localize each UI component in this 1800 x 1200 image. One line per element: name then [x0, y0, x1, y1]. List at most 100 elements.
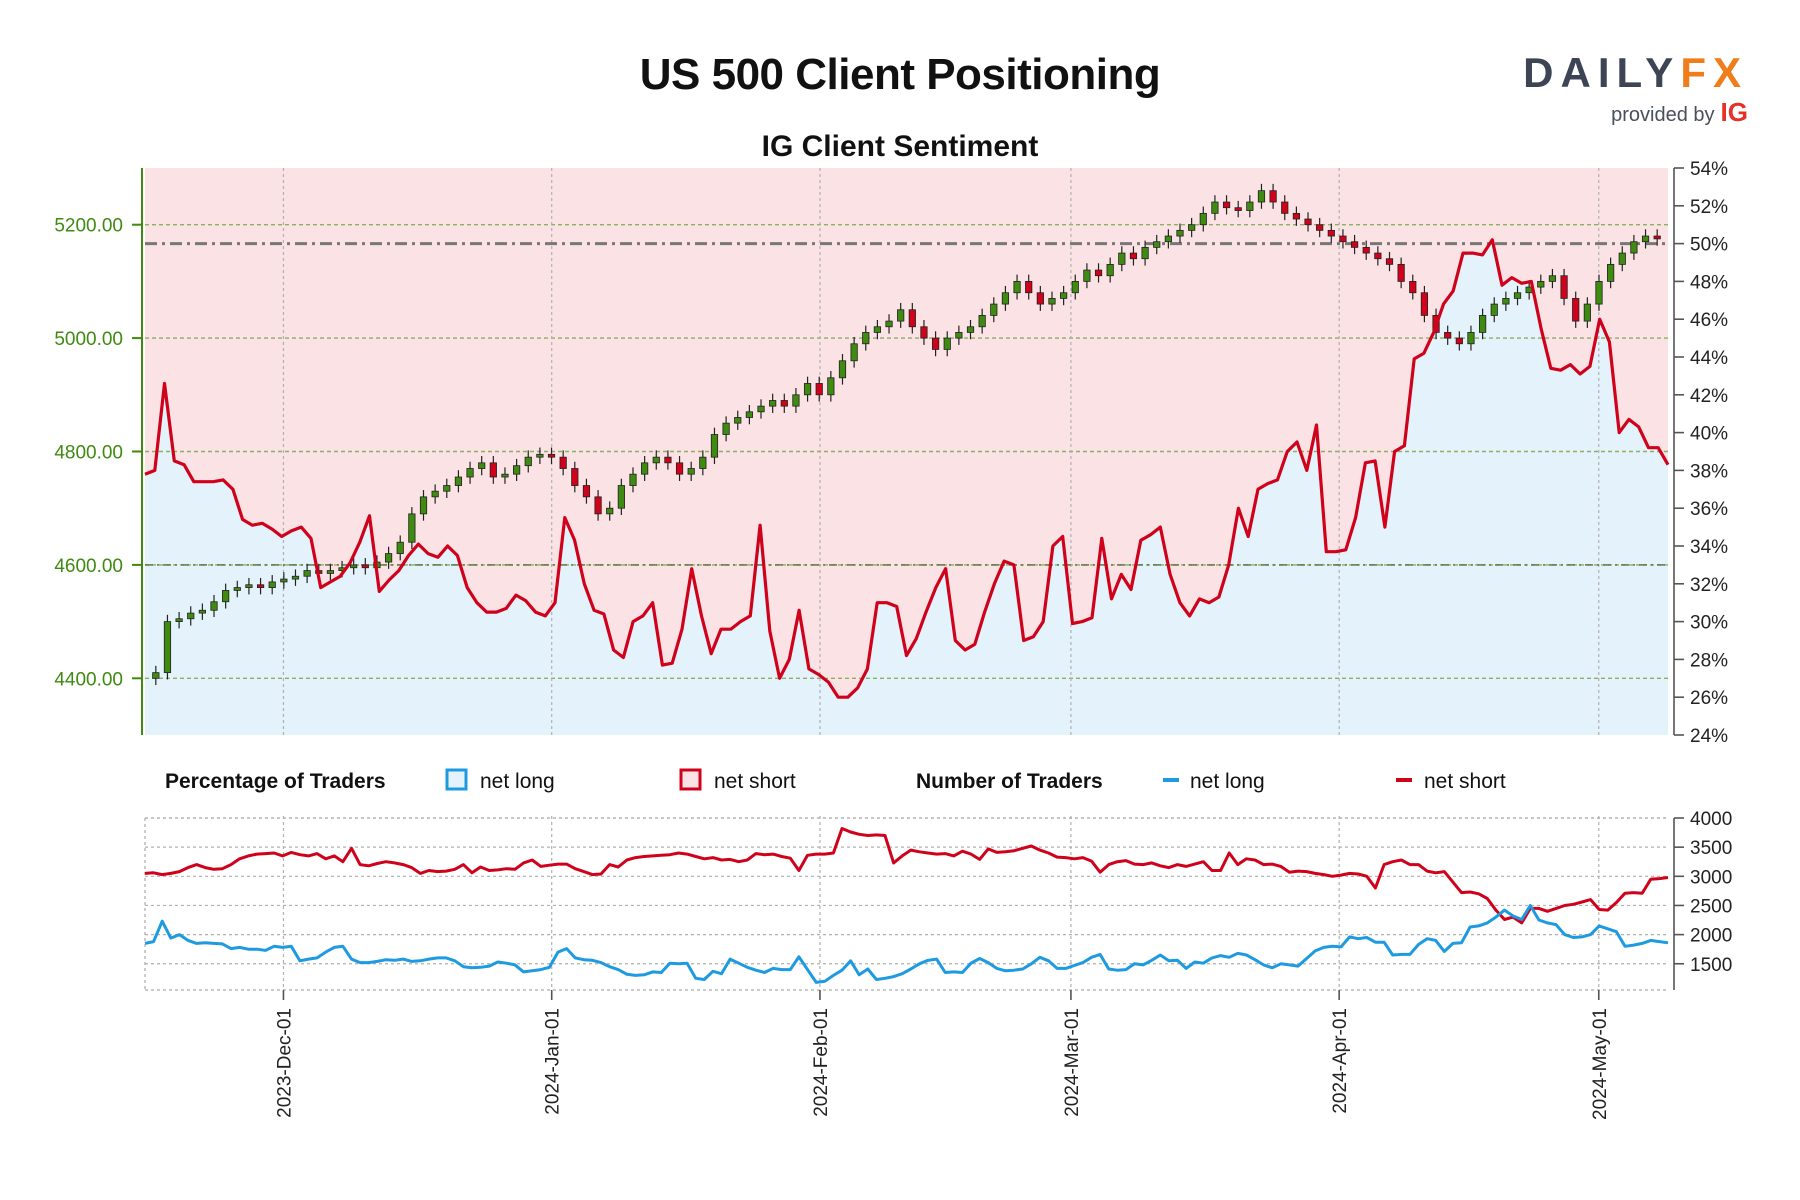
candle-body [862, 332, 870, 345]
candle-body [1350, 241, 1359, 248]
date-tick-label: 2024-Jan-01 [543, 1008, 564, 1115]
logo-fx: FX [1680, 49, 1748, 96]
candle-body [1153, 241, 1161, 248]
candle-body [827, 377, 835, 396]
candle-body [908, 309, 916, 328]
candle-body [1397, 263, 1405, 282]
dailyfx-logo: DAILYFX provided by IG [1523, 50, 1760, 130]
candle-body [326, 570, 334, 574]
candle-body [268, 581, 276, 588]
candle-body [1409, 280, 1417, 294]
candle-body [1222, 201, 1231, 209]
candle-body [1060, 292, 1068, 299]
candle-body [594, 496, 602, 515]
candle-body [699, 456, 707, 469]
candle-body [384, 553, 393, 563]
candle-body [559, 456, 567, 469]
candle-body [722, 422, 730, 435]
candle-body [1188, 224, 1196, 231]
candle-body [1316, 224, 1324, 231]
percent-tick-label: 54% [1690, 159, 1728, 180]
candle-body [955, 332, 963, 339]
candle-body [350, 564, 358, 569]
candle-body [1327, 229, 1335, 237]
candle-body [478, 462, 486, 469]
legend-pct-short-swatch [679, 768, 702, 791]
candle-body [1292, 212, 1300, 220]
logo-provided-by: provided by IG [1611, 99, 1748, 127]
candle-body [803, 383, 812, 396]
candle-body [245, 584, 253, 588]
candle-body [1013, 280, 1021, 294]
candle-body [1385, 258, 1394, 265]
candle-body [1106, 263, 1114, 277]
candle-body [1246, 201, 1254, 211]
candle-body [1048, 298, 1056, 305]
price-tick-label: 4600.00 [54, 556, 123, 577]
legend-pct-short-label: net short [714, 770, 796, 793]
legend-percentage-label: Percentage of Traders [165, 770, 386, 793]
candle-body [1118, 252, 1126, 265]
percent-tick-label: 46% [1690, 310, 1728, 331]
candle-body [734, 417, 742, 424]
candle-body [1479, 315, 1487, 333]
candle-body [1572, 298, 1580, 322]
net-long-count-line [144, 904, 1669, 984]
candle-body [1083, 269, 1091, 282]
percent-tick-label: 36% [1690, 499, 1728, 520]
candle-body [1467, 332, 1475, 345]
candle-body [652, 456, 660, 464]
percent-tick-label: 50% [1690, 235, 1728, 256]
candle-body [1630, 241, 1638, 254]
candle-body [1025, 280, 1033, 294]
net-long-area [145, 239, 1668, 736]
candle-body [641, 462, 649, 475]
candle-body [990, 303, 998, 316]
candle-body [1641, 235, 1650, 243]
candle-body [536, 453, 544, 458]
candle-body [687, 468, 695, 475]
legend-pct-long-swatch [445, 768, 468, 791]
candle-body [629, 473, 637, 486]
logo-wordmark: DAILYFX [1523, 50, 1748, 96]
price-tick-label: 5000.00 [54, 329, 123, 350]
net-long-percent-line [144, 238, 1670, 699]
candle-body [1211, 201, 1219, 214]
candle-body [1269, 190, 1277, 203]
candle-body [256, 584, 265, 588]
legend-pct-long-label: net long [480, 770, 555, 793]
chart-title: US 500 Client Positioning [639, 50, 1161, 99]
candle-body [1513, 292, 1522, 299]
percent-tick-label: 40% [1690, 424, 1728, 445]
candle-body [547, 453, 556, 458]
candle-body [466, 468, 474, 478]
candle-body [920, 326, 928, 339]
date-tick-label: 2023-Dec-01 [274, 1008, 295, 1118]
candle-body [885, 320, 893, 328]
candle-body [1537, 280, 1545, 288]
candle-body [163, 621, 172, 674]
candle-body [1304, 218, 1312, 226]
logo-provided-text: provided by [1611, 104, 1715, 126]
count-tick-label: 2500 [1690, 896, 1732, 917]
candle-body [233, 587, 241, 591]
count-tick-label: 1500 [1690, 955, 1732, 976]
percent-tick-label: 44% [1690, 348, 1728, 369]
candle-body [1653, 235, 1661, 240]
percent-tick-label: 28% [1690, 650, 1728, 671]
percent-tick-label: 38% [1690, 461, 1728, 482]
candle-body [1502, 298, 1510, 305]
percent-tick-label: 30% [1690, 613, 1728, 634]
candle-body [571, 468, 579, 486]
candle-body [408, 513, 416, 543]
price-tick-label: 5200.00 [54, 216, 123, 237]
count-tick-label: 3000 [1690, 867, 1732, 888]
candle-body [1339, 235, 1347, 243]
candle-body [291, 575, 300, 580]
candle-body [222, 590, 230, 603]
legend-num-short-label: net short [1424, 770, 1506, 793]
candle-body [838, 360, 847, 379]
candle-body [1257, 190, 1266, 203]
count-tick-label: 4000 [1690, 809, 1732, 830]
candle-body [675, 462, 684, 475]
